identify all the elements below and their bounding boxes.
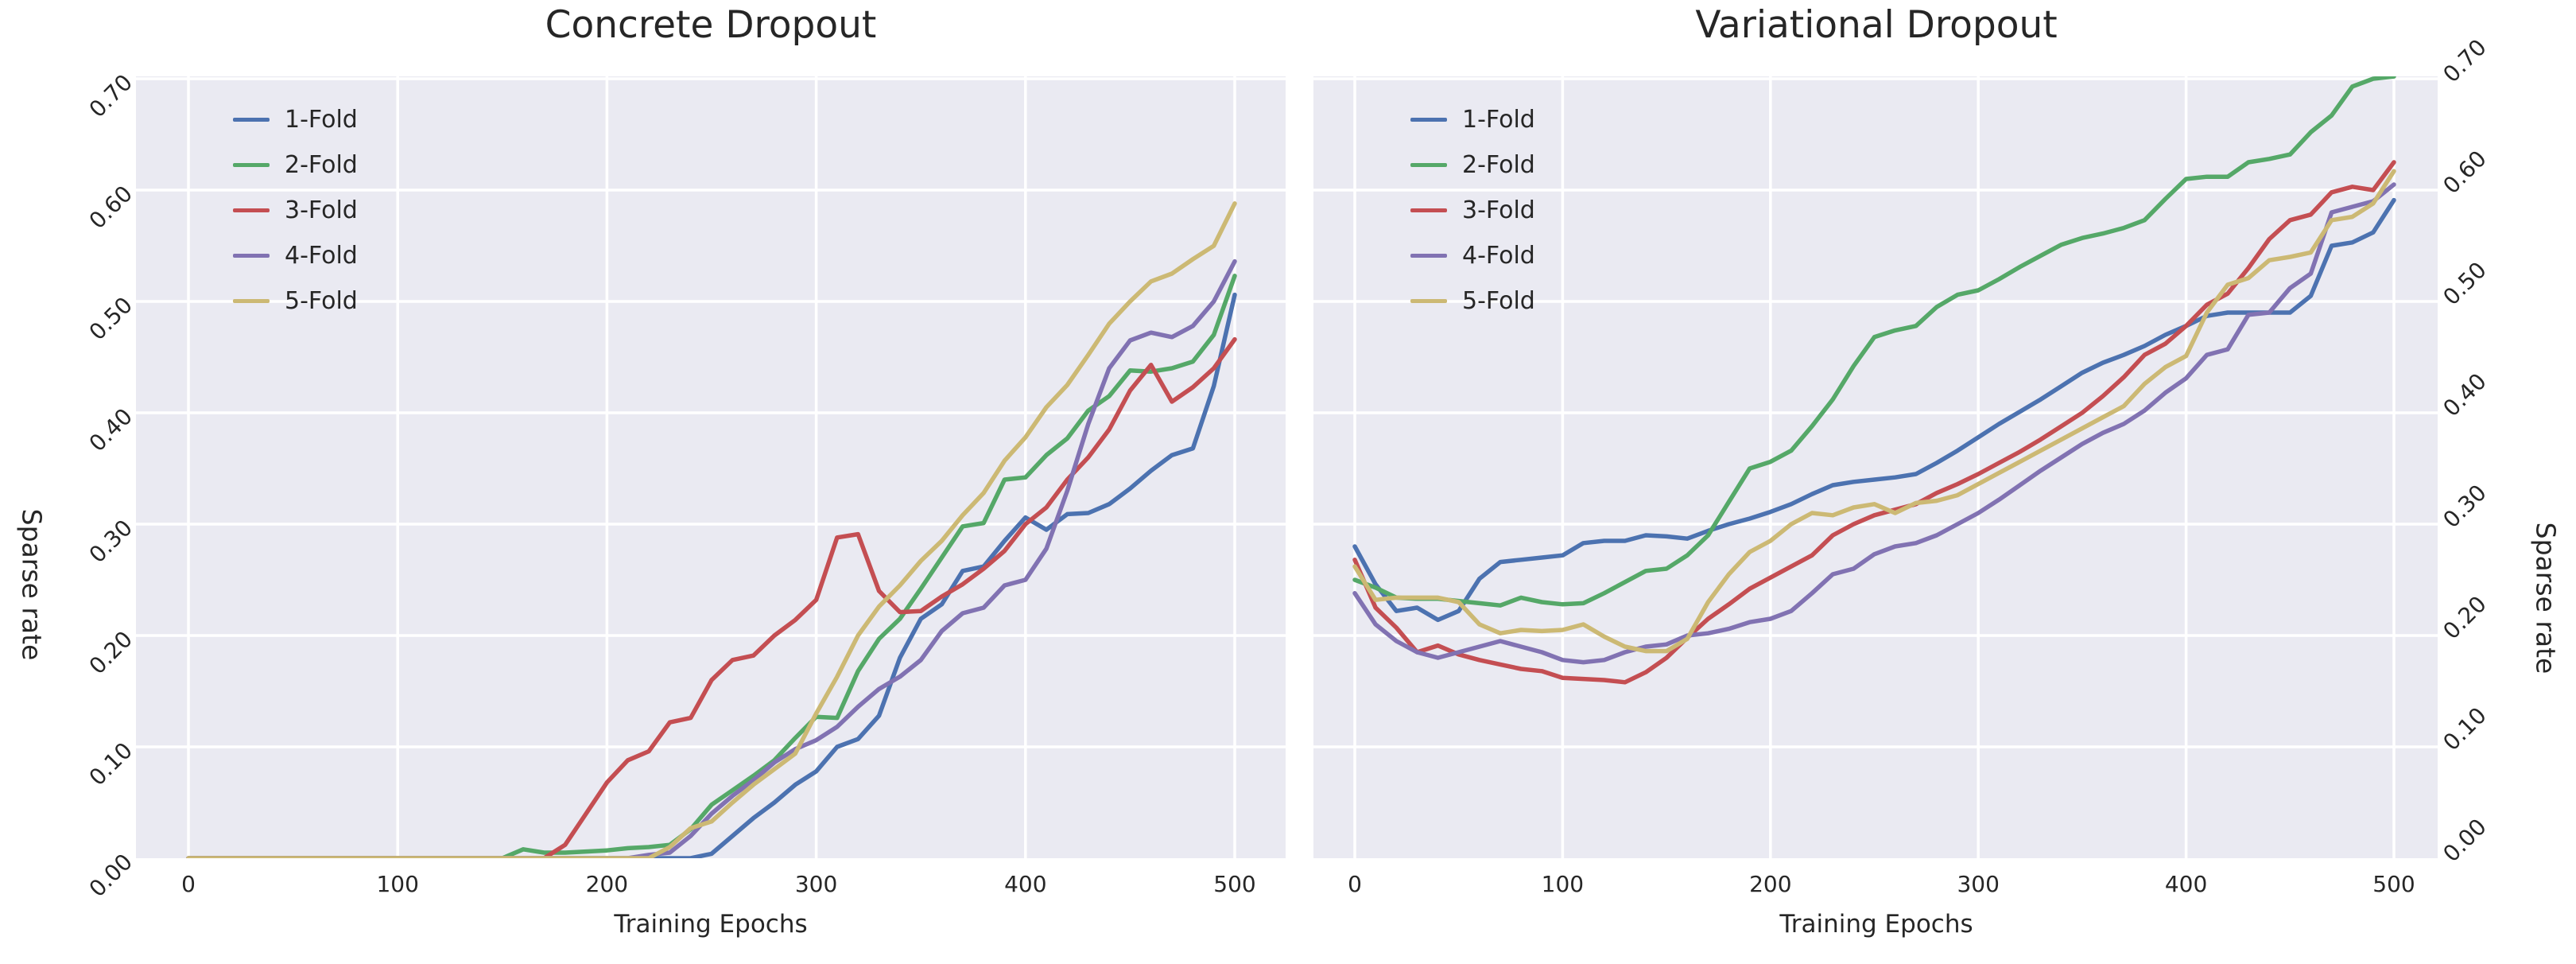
fold-1-line <box>186 292 1237 858</box>
legend-label: 4-Fold <box>285 241 358 270</box>
legend-label: 2-Fold <box>1462 150 1535 179</box>
legend-line-swatch-icon <box>233 254 270 258</box>
fold-5-line <box>1352 169 2396 654</box>
x-tick-label: 0 <box>1348 871 1362 897</box>
x-tick-label: 400 <box>1004 871 1047 897</box>
legend-line-swatch-icon <box>233 299 270 303</box>
y-tick-label: 0.70 <box>2438 33 2492 88</box>
legend-entry-2-fold: 2-Fold <box>233 142 358 188</box>
legend-entry-5-fold: 5-Fold <box>1410 278 1535 324</box>
x-tick-label: 500 <box>2372 871 2415 897</box>
legend-line-swatch-icon <box>1410 299 1447 303</box>
variational-dropout-panel: 1-Fold 2-Fold 3-Fold 4-Fold 5-Fold <box>1313 76 2438 858</box>
legend-label: 5-Fold <box>285 286 358 315</box>
left-chart-title: Concrete Dropout <box>545 3 877 47</box>
x-tick-label: 400 <box>2164 871 2208 897</box>
x-tick-label: 200 <box>585 871 629 897</box>
legend-line-swatch-icon <box>1410 118 1447 122</box>
y-tick-label: 0.70 <box>83 68 138 123</box>
y-tick-label: 0.10 <box>83 737 138 791</box>
legend-label: 1-Fold <box>1462 105 1535 134</box>
y-tick-label: 0.20 <box>2438 590 2492 645</box>
y-tick-label: 0.50 <box>2438 256 2492 311</box>
legend-entry-2-fold: 2-Fold <box>1410 142 1535 188</box>
fold-2-line <box>186 274 1237 858</box>
plot-area-1 <box>1313 76 2438 858</box>
concrete-dropout-panel: 1-Fold 2-Fold 3-Fold 4-Fold 5-Fold <box>136 76 1286 858</box>
legend-entry-4-fold: 4-Fold <box>233 233 358 278</box>
y-tick-label: 0.30 <box>83 514 138 569</box>
right-chart-title: Variational Dropout <box>1695 3 2058 47</box>
plot-area-0 <box>136 76 1286 858</box>
legend-label: 3-Fold <box>285 196 358 224</box>
fold-4-line <box>186 258 1237 858</box>
left-x-axis-label: Training Epochs <box>614 910 808 939</box>
legend-line-swatch-icon <box>233 163 270 167</box>
left-y-axis-label: Sparse rate <box>16 508 48 661</box>
legend-entry-3-fold: 3-Fold <box>1410 188 1535 233</box>
legend: 1-Fold 2-Fold 3-Fold 4-Fold 5-Fold <box>1410 97 1535 324</box>
x-tick-label: 300 <box>794 871 838 897</box>
x-tick-label: 0 <box>181 871 196 897</box>
legend: 1-Fold 2-Fold 3-Fold 4-Fold 5-Fold <box>233 97 358 324</box>
y-tick-label: 0.40 <box>2438 367 2492 422</box>
fold-3-line <box>186 336 1237 858</box>
x-tick-label: 100 <box>376 871 419 897</box>
legend-entry-1-fold: 1-Fold <box>233 97 358 142</box>
legend-line-swatch-icon <box>233 208 270 212</box>
legend-label: 3-Fold <box>1462 196 1535 224</box>
y-tick-label: 0.20 <box>83 625 138 680</box>
x-tick-label: 500 <box>1213 871 1256 897</box>
right-x-axis-label: Training Epochs <box>1779 910 1973 939</box>
legend-entry-1-fold: 1-Fold <box>1410 97 1535 142</box>
right-y-axis-label: Sparse rate <box>2530 522 2562 674</box>
legend-entry-3-fold: 3-Fold <box>233 188 358 233</box>
y-tick-label: 0.60 <box>2438 145 2492 200</box>
legend-label: 4-Fold <box>1462 241 1535 270</box>
y-tick-label: 0.60 <box>83 180 138 235</box>
legend-entry-5-fold: 5-Fold <box>233 278 358 324</box>
fold-2-line <box>1352 76 2396 608</box>
legend-line-swatch-icon <box>1410 163 1447 167</box>
legend-label: 2-Fold <box>285 150 358 179</box>
y-tick-label: 0.50 <box>83 291 138 346</box>
legend-label: 5-Fold <box>1462 286 1535 315</box>
y-tick-label: 0.30 <box>2438 479 2492 534</box>
fold-5-line <box>186 201 1237 858</box>
x-tick-label: 300 <box>1957 871 2000 897</box>
legend-line-swatch-icon <box>1410 254 1447 258</box>
fold-4-line <box>1352 182 2396 665</box>
y-tick-label: 0.10 <box>2438 702 2492 756</box>
legend-line-swatch-icon <box>233 118 270 122</box>
legend-entry-4-fold: 4-Fold <box>1410 233 1535 278</box>
y-tick-label: 0.00 <box>83 848 138 903</box>
legend-label: 1-Fold <box>285 105 358 134</box>
x-tick-label: 200 <box>1749 871 1792 897</box>
fold-1-line <box>1352 197 2396 623</box>
y-tick-label: 0.00 <box>2438 813 2492 868</box>
x-tick-label: 100 <box>1541 871 1585 897</box>
y-tick-label: 0.40 <box>83 402 138 457</box>
legend-line-swatch-icon <box>1410 208 1447 212</box>
